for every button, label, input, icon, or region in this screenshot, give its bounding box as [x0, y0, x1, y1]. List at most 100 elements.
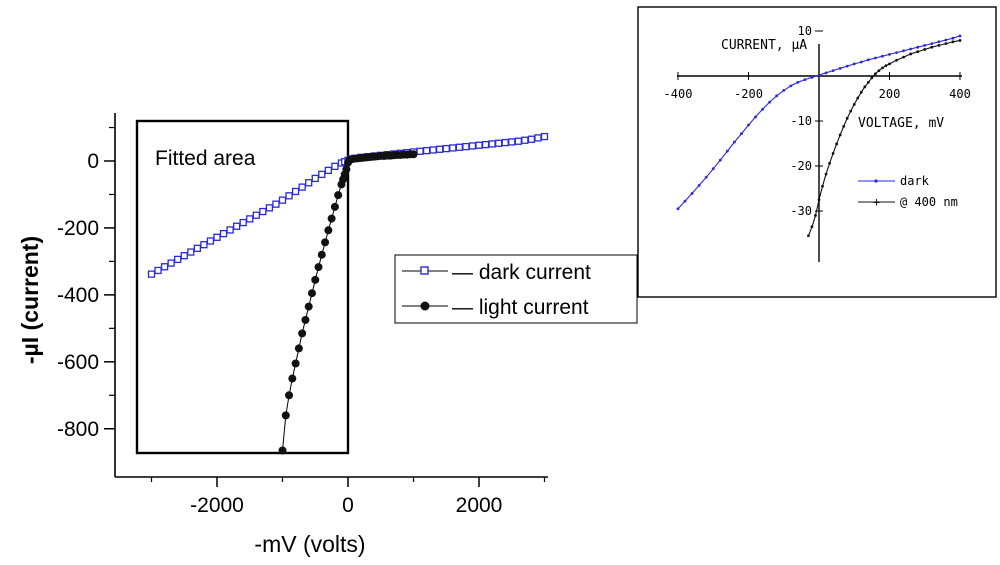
- light-current-point: [327, 214, 336, 223]
- inset-dark-point: [690, 192, 694, 195]
- dark-current-point: [488, 140, 496, 148]
- dark-current-point: [455, 143, 464, 151]
- light-current-point: [288, 374, 297, 383]
- dark-current-point: [494, 139, 503, 147]
- inset-y-tick-label: 10: [798, 24, 812, 38]
- inset-400nm-point: [845, 116, 849, 120]
- inset-400nm-point: [821, 184, 824, 188]
- inset-400nm-point: [849, 109, 853, 113]
- inset-x-label: VOLTAGE, mV: [858, 116, 944, 131]
- inset-400nm-point: [859, 90, 863, 94]
- inset-legend-dark: dark: [900, 174, 930, 188]
- inset-dark-point: [888, 53, 891, 56]
- light-current-point: [307, 289, 316, 298]
- inset-400nm-point: [902, 55, 905, 59]
- inset-400nm-point: [888, 62, 891, 66]
- dark-current-point: [442, 144, 450, 153]
- inset-400nm-point: [930, 45, 934, 49]
- inset-dark-point: [683, 199, 687, 203]
- dark-current-point: [180, 252, 188, 260]
- dark-current-point: [147, 270, 156, 278]
- dark-current-point: [521, 136, 529, 144]
- y-tick-label: -800: [57, 418, 99, 441]
- dark-current-point: [324, 166, 333, 175]
- light-current-point: [321, 238, 330, 247]
- inset-dark-point: [733, 140, 736, 144]
- dark-current-point: [187, 248, 195, 256]
- light-current-point: [311, 275, 320, 284]
- dark-current-point: [481, 140, 490, 149]
- legend-light-marker: [420, 301, 430, 311]
- dark-current-point: [468, 142, 477, 150]
- inset-400nm-point: [828, 161, 831, 165]
- inset-dark-point: [951, 36, 955, 40]
- x-tick-label: 0: [342, 494, 354, 517]
- inset-dark-point: [937, 40, 941, 44]
- inset-legend: dark + @ 400 nm: [858, 174, 958, 209]
- inset-dark-point: [747, 123, 750, 127]
- inset-dark-point: [676, 207, 680, 211]
- main-legend: — dark current — light current: [394, 254, 638, 324]
- inset-dark-point: [845, 64, 849, 68]
- dark-current-point: [193, 244, 202, 253]
- dark-current-point: [174, 255, 182, 264]
- light-current-point: [324, 226, 333, 235]
- inset-dark-point: [831, 69, 835, 72]
- inset-dark-point: [740, 132, 743, 136]
- inset-y-label: CURRENT, µA: [721, 38, 807, 53]
- inset-400nm-point: [856, 96, 860, 100]
- inset-dark-point: [852, 62, 856, 66]
- svg-text:+: +: [873, 195, 880, 209]
- dark-current-point: [252, 211, 260, 219]
- inset-400nm-point: [838, 133, 842, 137]
- inset-400nm-point: [831, 152, 835, 155]
- x-tick-label: -2000: [190, 494, 244, 517]
- inset-chart: -400 -200 200 400 10 -10 -20 -30 CURRENT, µA VO…: [637, 6, 997, 298]
- inset-dark-point: [718, 158, 722, 162]
- dark-current-point: [167, 259, 175, 267]
- dark-current-point: [501, 138, 509, 147]
- dark-current-point: [422, 146, 431, 155]
- inset-dark-point: [944, 38, 948, 42]
- inset-400nm-point: [810, 225, 814, 229]
- inset-dark-point: [902, 49, 905, 53]
- inset-dark-point: [958, 34, 962, 38]
- inset-dark-point: [881, 54, 884, 58]
- inset-x-tick-label: 200: [879, 87, 901, 101]
- inset-400nm-point: [824, 172, 828, 176]
- dark-current-point: [239, 218, 247, 227]
- dark-current-point: [475, 141, 483, 149]
- dark-current-point: [527, 135, 536, 143]
- dark-current-point: [206, 237, 215, 245]
- inset-dark-point: [817, 73, 821, 77]
- fitted-area-box: [135, 119, 350, 455]
- inset-dark-point: [761, 107, 764, 111]
- y-tick-label: -400: [57, 284, 99, 307]
- light-current-point: [330, 202, 339, 211]
- inset-400nm-point: [852, 102, 856, 106]
- dark-current-point: [278, 196, 287, 204]
- light-current-point: [334, 191, 343, 200]
- inset-dark-point: [697, 183, 701, 187]
- dark-current-point: [508, 138, 516, 146]
- dark-current-point: [291, 187, 300, 196]
- inset-y-tick-label: -10: [790, 114, 812, 128]
- dark-current-point: [514, 137, 522, 145]
- inset-dark-point: [895, 51, 898, 54]
- dark-current-point: [311, 174, 319, 183]
- dark-current-point: [534, 134, 542, 142]
- inset-400nm-point: [870, 76, 874, 80]
- legend-dark-marker: [420, 266, 429, 275]
- light-current-point: [298, 329, 307, 338]
- light-current-point: [291, 359, 300, 368]
- y-tick-label: -200: [57, 217, 99, 240]
- inset-dark-point: [796, 80, 800, 84]
- x-tick-label: 2000: [456, 494, 503, 517]
- inset-400nm-point: [937, 44, 941, 47]
- fitted-area-label: Fitted area: [155, 147, 256, 170]
- dark-current-point: [318, 170, 326, 179]
- light-current-point: [301, 315, 310, 324]
- inset-400nm-point: [863, 85, 867, 89]
